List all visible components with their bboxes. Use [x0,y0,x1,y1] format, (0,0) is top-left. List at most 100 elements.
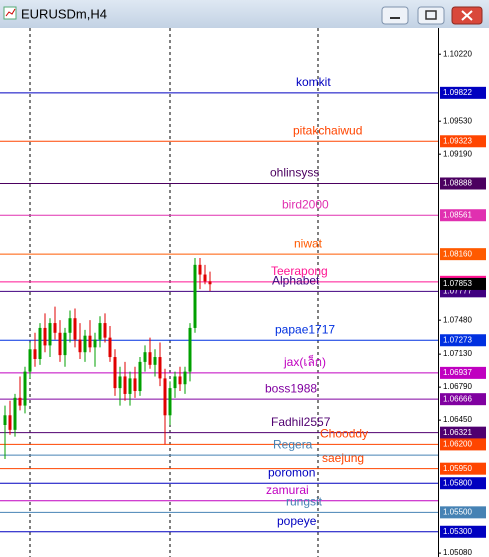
price-label-box [440,209,486,222]
price-label: 1.06937 [443,368,472,377]
level-name: zamurai [266,483,309,497]
candle-body [63,332,67,356]
candle-body [108,337,112,358]
level-name: saejung [322,451,364,465]
candle-body [93,339,97,348]
price-label: 1.05950 [443,464,472,473]
current-price-label: 1.07853 [443,279,472,288]
candle-body [78,339,82,353]
level-name: papae1717 [275,322,335,336]
candle-body [133,378,137,392]
y-tick-label: 1.09530 [443,116,472,125]
minimize-icon [390,17,400,19]
candle-body [73,318,77,340]
candle-body [103,323,107,338]
level-name: komkit [296,75,331,89]
price-label-box [440,248,486,261]
price-label: 1.06321 [443,428,472,437]
level-name: popeye [277,514,317,528]
candle-body [123,376,127,394]
candle-body [3,415,7,425]
price-label-box [440,86,486,99]
y-tick-label: 1.09190 [443,149,472,158]
y-tick-label: 1.05080 [443,548,472,557]
candle-body [88,335,92,348]
candle-body [8,415,12,430]
price-label: 1.05300 [443,527,472,536]
price-label: 1.05800 [443,478,472,487]
candle-body [118,376,122,389]
window-icon-line [5,8,16,17]
level-name: jax(เล็ก) [283,354,326,369]
candle-body [173,376,177,389]
price-label: 1.08888 [443,179,472,188]
candle-body [143,352,147,362]
level-name: Fadhil2557 [271,415,331,429]
y-tick-label: 1.07480 [443,315,472,324]
window-title: EURUSDm,H4 [21,6,107,21]
price-label: 1.07273 [443,335,472,344]
price-label: 1.06200 [443,440,472,449]
candle-body [13,397,17,430]
candle-body [28,349,32,372]
candle-body [183,371,187,385]
candle-body [158,357,162,379]
price-label-box [440,334,486,347]
level-name: Teerapong [271,264,328,278]
maximize-icon [425,10,437,20]
candle-body [38,327,42,359]
candle-body [188,327,192,372]
candle-body [198,264,202,275]
candle-body [208,281,212,285]
price-label-box [440,506,486,519]
price-label-box [440,438,486,451]
candle-body [113,357,117,389]
level-name: boss1988 [265,381,317,395]
candle-body [68,318,72,333]
maximize-button[interactable] [417,6,445,25]
price-label: 1.09323 [443,136,472,145]
level-name: rungsit [286,495,323,509]
price-label: 1.07777 [443,286,472,295]
current-price-box [440,277,486,290]
price-label: 1.09822 [443,88,472,97]
level-name: ohlinsyss [270,166,319,180]
y-tick-label: 1.06790 [443,382,472,391]
candle-body [83,335,87,353]
candle-body [53,323,57,333]
candle-body [128,378,132,394]
candle-body [48,323,52,346]
minimize-button[interactable] [381,6,409,25]
level-name: bird2000 [282,197,329,211]
level-name: poromon [268,465,315,479]
candle-body [43,327,47,346]
y-tick-label: 1.10220 [443,49,472,58]
y-tick-label: 1.07130 [443,349,472,358]
price-label-box [440,477,486,490]
close-icon [461,10,473,21]
price-label-box [440,366,486,379]
candle-body [153,357,157,365]
candle-body [138,361,142,392]
y-tick-label: 1.06450 [443,415,472,424]
candle-body [203,274,207,282]
candle-body [18,397,22,406]
price-label-box [440,135,486,148]
candle-body [58,332,62,356]
candle-body [193,264,197,328]
price-label-box [440,177,486,190]
level-name: Regera [273,437,313,451]
candle-body [178,376,182,385]
price-label: 1.08561 [443,210,472,219]
price-label: 1.06666 [443,394,472,403]
price-label: 1.08160 [443,249,472,258]
candle-body [33,349,37,359]
level-name: Alphabet [272,274,320,288]
price-label: 1.05500 [443,507,472,516]
candle-body [98,323,102,340]
level-name: Chooddy [320,427,368,441]
price-label-box [440,393,486,406]
candle-body [23,371,27,406]
